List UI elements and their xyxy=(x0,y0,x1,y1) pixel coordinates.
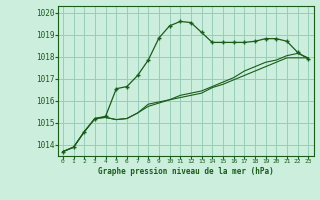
X-axis label: Graphe pression niveau de la mer (hPa): Graphe pression niveau de la mer (hPa) xyxy=(98,167,274,176)
